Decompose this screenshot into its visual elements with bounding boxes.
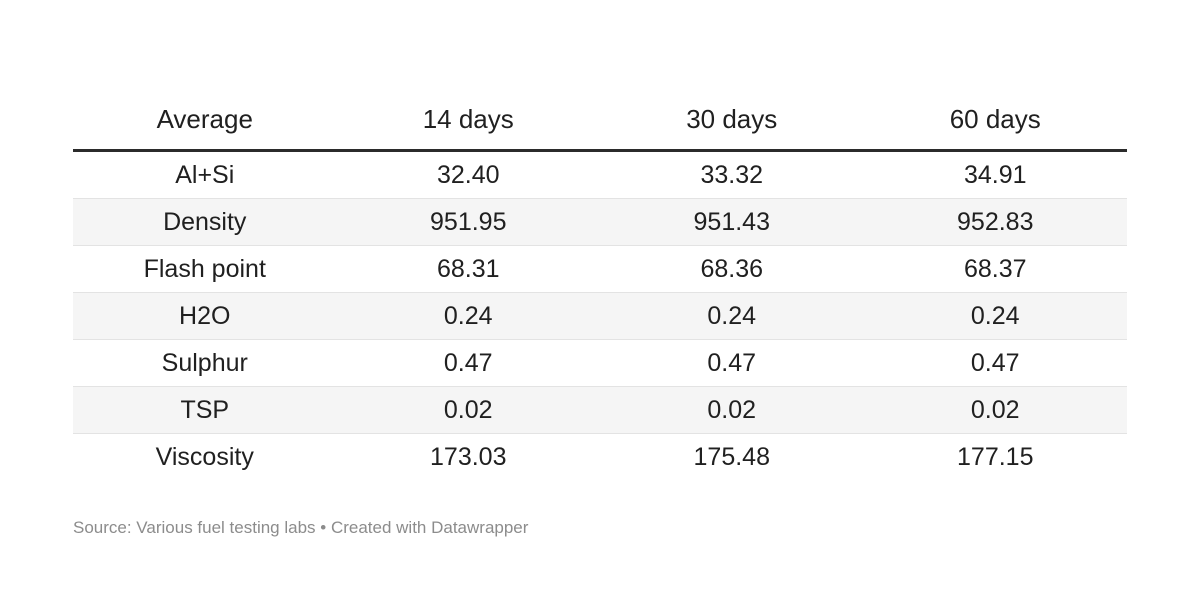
row-label: Flash point [73, 245, 337, 293]
cell-value: 32.40 [336, 150, 600, 199]
source-line: Source: Various fuel testing labs • Crea… [73, 517, 1127, 538]
cell-value: 68.31 [336, 245, 600, 293]
table-row: Density 951.95 951.43 952.83 [73, 198, 1127, 246]
table-row: Sulphur 0.47 0.47 0.47 [73, 339, 1127, 387]
row-label: H2O [73, 292, 337, 340]
column-header-14-days: 14 days [336, 90, 600, 152]
data-table: Average 14 days 30 days 60 days Al+Si 32.… [73, 90, 1127, 480]
cell-value: 0.02 [336, 386, 600, 434]
cell-value: 0.47 [336, 339, 600, 387]
cell-value: 68.37 [863, 245, 1127, 293]
cell-value: 0.24 [336, 292, 600, 340]
cell-value: 173.03 [430, 442, 507, 471]
cell-value: 33.32 [600, 150, 864, 199]
row-label: Al+Si [73, 150, 337, 199]
row-label: Density [73, 198, 337, 246]
table-row: Flash point 68.31 68.36 68.37 [73, 245, 1127, 293]
cell-value: 951.95 [336, 198, 600, 246]
table-row: Viscosity 173.03 175.48 177.15 [73, 434, 1127, 481]
cell-value: 0.47 [863, 339, 1127, 387]
header-row: Average 14 days 30 days 60 days [73, 90, 1127, 152]
cell-value: 0.02 [600, 386, 864, 434]
table-container: Average 14 days 30 days 60 days Al+Si 32.… [73, 0, 1127, 538]
cell-value: 177.15 [957, 442, 1034, 471]
table-row: Al+Si 32.40 33.32 34.91 [73, 150, 1127, 199]
cell-value: 0.24 [600, 292, 864, 340]
cell-value: 951.43 [600, 198, 864, 246]
table-body: Al+Si 32.40 33.32 34.91 Density 951.95 951.43 9… [73, 150, 1127, 481]
table-header: Average 14 days 30 days 60 days [73, 90, 1127, 152]
table-row: H2O 0.24 0.24 0.24 [73, 292, 1127, 340]
row-label: Sulphur [73, 339, 337, 387]
cell-value: 952.83 [863, 198, 1127, 246]
cell-value: 0.24 [863, 292, 1127, 340]
cell-value: 68.36 [600, 245, 864, 293]
column-header-average: Average [73, 90, 337, 152]
cell-value: 0.47 [600, 339, 864, 387]
cell-value: 0.02 [863, 386, 1127, 434]
row-label: Viscosity [155, 442, 254, 471]
cell-value: 34.91 [863, 150, 1127, 199]
cell-value: 175.48 [693, 442, 770, 471]
source-attribution-text: Source: Various fuel testing labs • Crea… [73, 518, 529, 537]
column-header-30-days: 30 days [600, 90, 864, 152]
row-label: TSP [73, 386, 337, 434]
column-header-60-days: 60 days [863, 90, 1127, 152]
table-row: TSP 0.02 0.02 0.02 [73, 386, 1127, 434]
